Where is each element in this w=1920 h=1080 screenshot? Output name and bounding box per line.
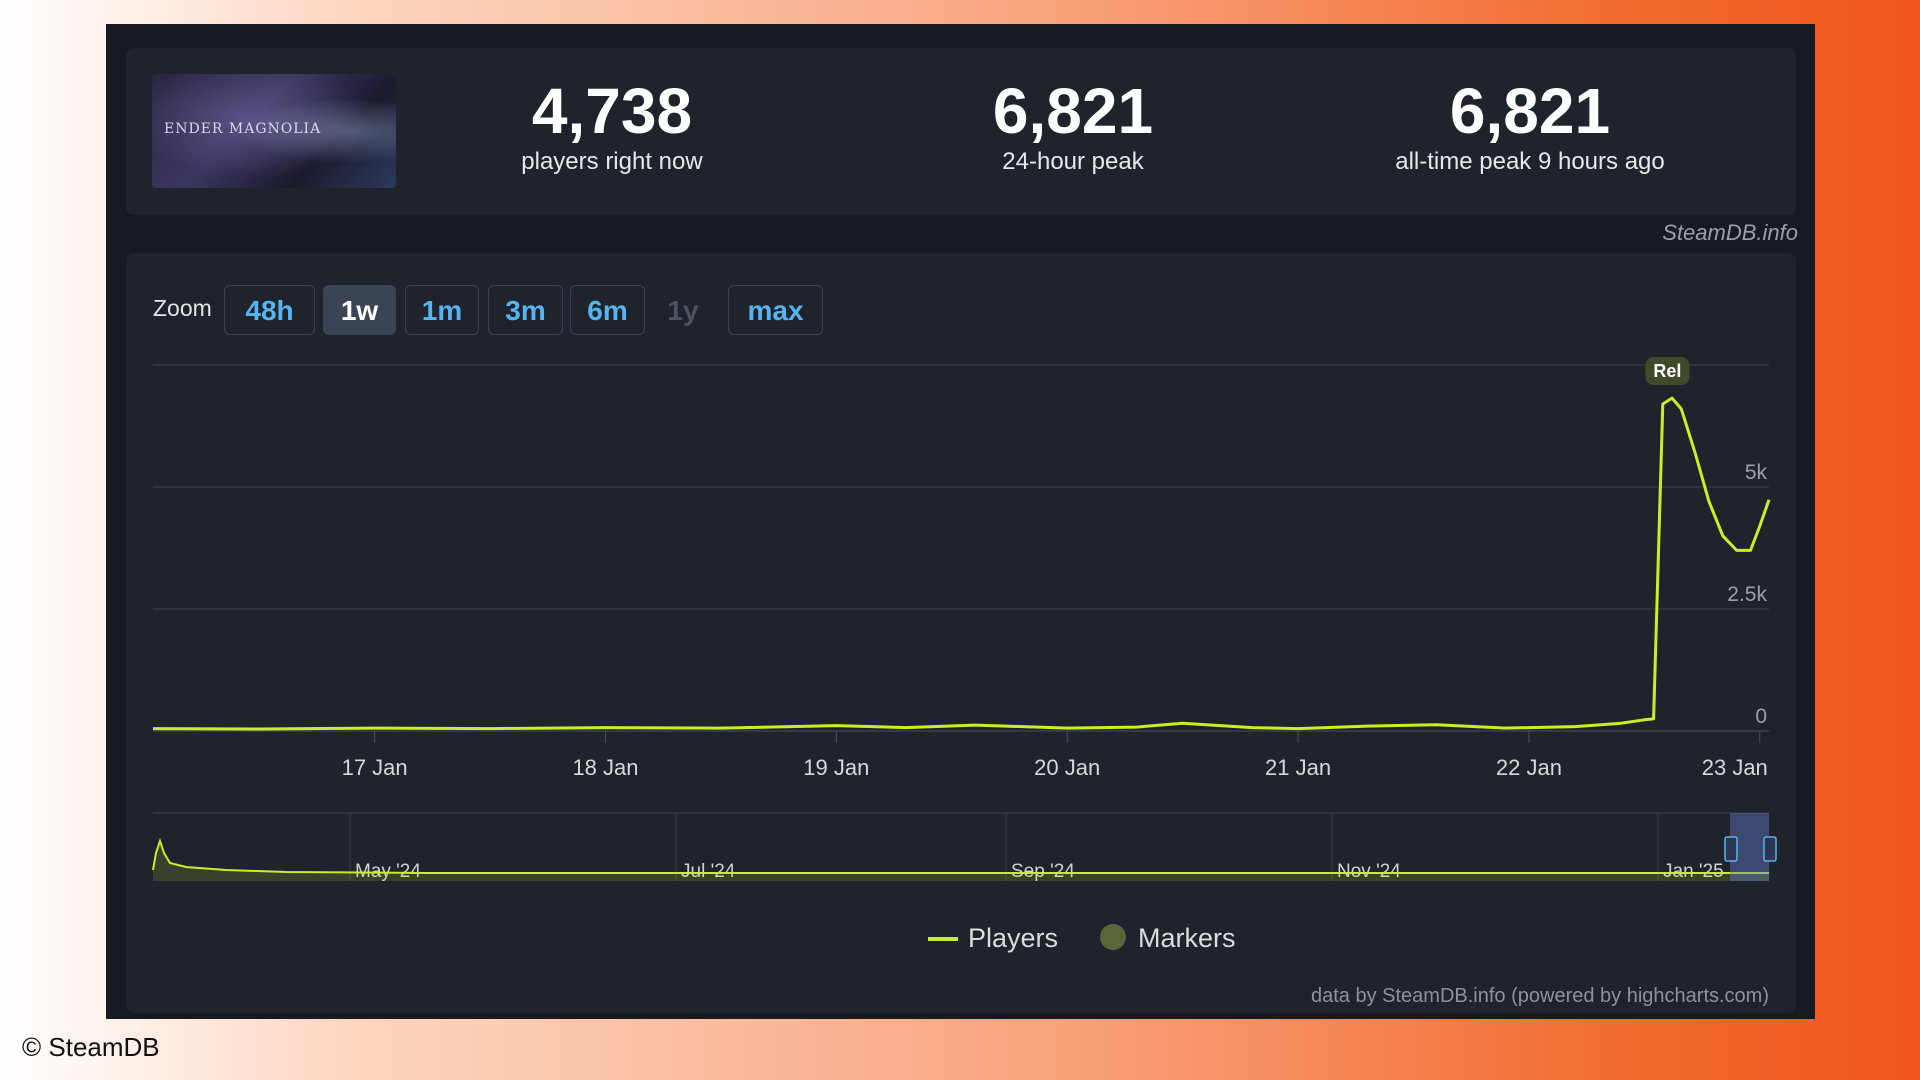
zoom-label: Zoom — [153, 295, 212, 321]
stat-24-hour-peak: 6,821 24-hour peak — [883, 76, 1263, 176]
game-logo-text: ENDER MAGNOLIA — [164, 121, 322, 137]
navigator-tick-label: Jul '24 — [681, 861, 736, 882]
zoom-48h-button[interactable]: 48h — [224, 285, 315, 335]
stat-label: 24-hour peak — [1002, 148, 1144, 175]
zoom-3m-button[interactable]: 3m — [488, 285, 563, 335]
game-capsule-image[interactable]: ENDER MAGNOLIA — [152, 74, 396, 188]
zoom-1y-button: 1y — [667, 295, 699, 326]
navigator-series-line — [152, 837, 1769, 874]
zoom-6m-button[interactable]: 6m — [570, 285, 645, 335]
stat-value: 6,821 — [1449, 75, 1611, 147]
steamdb-watermark: SteamDB.info — [1662, 220, 1798, 245]
x-tick-label: 17 Jan — [342, 755, 408, 780]
navigator-tick-label: Nov '24 — [1337, 861, 1401, 882]
x-tick-label: 21 Jan — [1265, 755, 1331, 780]
x-tick-label: 23 Jan — [1702, 755, 1768, 780]
stat-value: 4,738 — [531, 75, 693, 147]
players-series-line — [152, 396, 1771, 731]
stat-label: players right now — [521, 148, 703, 175]
x-tick-label: 18 Jan — [572, 755, 638, 780]
release-marker — [1645, 357, 1690, 385]
legend-markers-swatch — [1100, 924, 1126, 950]
stat-all-time-peak: 6,821 all-time peak 9 hours ago — [1340, 76, 1720, 176]
navigator-tick-label: Jan '25 — [1663, 861, 1724, 882]
stat-players-now: 4,738 players right now — [422, 76, 802, 176]
legend-markers-label: Markers — [1138, 923, 1236, 953]
steamdb-panel: ENDER MAGNOLIA 4,738 players right now 6… — [106, 24, 1815, 1019]
copyright-text: © SteamDB — [22, 1032, 160, 1062]
y-tick-label: 0 — [1755, 705, 1767, 728]
stat-value: 6,821 — [992, 75, 1154, 147]
x-tick-label: 22 Jan — [1496, 755, 1562, 780]
navigator-handle-left — [1724, 836, 1738, 862]
chart-credit[interactable]: data by SteamDB.info (powered by highcha… — [1311, 985, 1769, 1007]
stat-label: all-time peak 9 hours ago — [1395, 148, 1665, 175]
legend-players-label: Players — [968, 923, 1058, 953]
x-tick-label: 20 Jan — [1034, 755, 1100, 780]
navigator-tick-label: May '24 — [355, 861, 421, 882]
y-tick-label: 2.5k — [1727, 583, 1767, 606]
y-tick-label: 5k — [1745, 461, 1768, 484]
zoom-1m-button[interactable]: 1m — [405, 285, 479, 335]
player-count-chart[interactable]: 0 2.5k 5k 17 Jan 18 Jan 19 Jan 20 Jan 21 Jan 22 … — [126, 253, 1796, 973]
x-tick-label: 19 Jan — [803, 755, 869, 780]
release-marker-label: Rel — [1653, 361, 1681, 381]
chart-card: 0 2.5k 5k 17 Jan 18 Jan 19 Jan 20 Jan 21 Jan 22 … — [126, 253, 1796, 1013]
game-stats-header: ENDER MAGNOLIA 4,738 players right now 6… — [126, 48, 1796, 215]
zoom-1w-button[interactable]: 1w — [323, 285, 396, 335]
navigator-handle-right — [1763, 836, 1777, 862]
navigator-tick-label: Sep '24 — [1011, 861, 1075, 882]
zoom-max-button[interactable]: max — [728, 285, 823, 335]
